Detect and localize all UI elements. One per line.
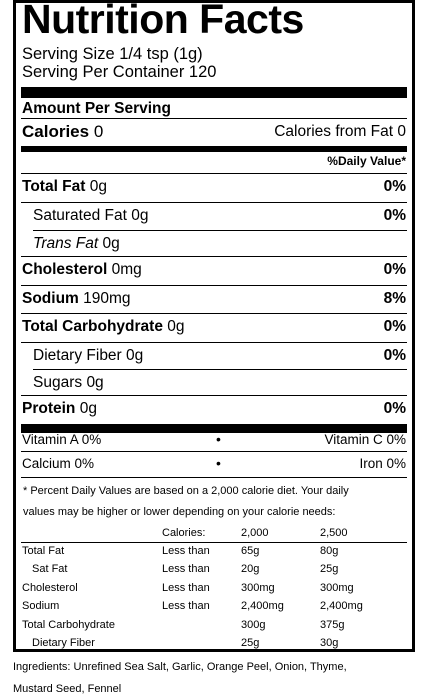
- nutrient-amount: 0g: [79, 400, 97, 417]
- amount-per-serving: Amount Per Serving: [22, 100, 171, 117]
- nutrient-dv: 0%: [383, 400, 406, 417]
- dv-table-qualifier: Less than: [162, 582, 210, 594]
- dv-table-value: 80g: [320, 545, 339, 557]
- servings-per-container: Serving Per Container 120: [22, 63, 217, 81]
- dv-table-value: 300mg: [320, 582, 354, 594]
- dv-table-value: 20g: [241, 563, 260, 575]
- footnote-line: values may be higher or lower depending …: [23, 506, 336, 518]
- divider: [21, 477, 407, 478]
- divider: [33, 369, 407, 370]
- nutrient-amount: 0g: [102, 235, 120, 252]
- nutrient-label: Sodium: [22, 290, 79, 307]
- nutrient-amount: 0g: [89, 178, 107, 195]
- bullet: •: [216, 455, 221, 471]
- nutrient-dv: 0%: [383, 318, 406, 335]
- divider: [21, 285, 407, 286]
- divider: [21, 451, 407, 452]
- nutrient-row-total-carbohydrate: Total Carbohydrate 0g 0%: [21, 314, 407, 341]
- vitamin-row: Vitamin A 0% • Vitamin C 0%: [21, 428, 407, 455]
- label-title: Nutrition Facts: [22, 0, 304, 42]
- dv-table-value: 30g: [320, 637, 339, 649]
- nutrient-label: Total Fat: [22, 178, 86, 195]
- divider: [33, 230, 407, 231]
- dv-table-header: Calories:: [162, 527, 206, 539]
- nutrient-dv: 0%: [383, 347, 406, 364]
- nutrient-label: Trans Fat: [33, 235, 99, 252]
- nutrient-dv: 0%: [383, 207, 406, 224]
- nutrient-label: Dietary Fiber: [33, 347, 122, 364]
- calories-from-fat: Calories from Fat 0: [274, 123, 406, 140]
- vitamin-left: Calcium 0%: [22, 456, 95, 471]
- nutrient-dv: 0%: [383, 261, 406, 278]
- nutrient-dv: 8%: [383, 290, 406, 307]
- nutrient-amount: 0g: [126, 347, 144, 364]
- dv-table-header: 2,500: [320, 527, 348, 539]
- nutrient-row-sodium: Sodium 190mg 8%: [21, 286, 407, 313]
- nutrient-amount: 190mg: [83, 290, 131, 307]
- nutrient-amount: 0g: [131, 207, 149, 224]
- dv-table-qualifier: Less than: [162, 563, 210, 575]
- nutrient-row-sugars: Sugars 0g: [21, 370, 407, 397]
- vitamin-right: Iron 0%: [359, 456, 406, 471]
- dv-table-qualifier: Less than: [162, 600, 210, 612]
- serving-size: Serving Size 1/4 tsp (1g): [22, 45, 203, 63]
- nutrient-row-cholesterol: Cholesterol 0mg 0%: [21, 257, 407, 284]
- nutrient-row-trans-fat: Trans Fat 0g: [21, 231, 407, 258]
- divider: [21, 395, 407, 396]
- ingredients-line: Ingredients: Unrefined Sea Salt, Garlic,…: [13, 661, 347, 673]
- nutrient-row-saturated-fat: Saturated Fat 0g 0%: [21, 203, 407, 230]
- nutrition-facts-label: Nutrition Facts Serving Size 1/4 tsp (1g…: [13, 0, 415, 652]
- nutrient-label: Sugars: [33, 374, 83, 391]
- nutrient-amount: 0g: [86, 374, 104, 391]
- divider: [21, 202, 407, 203]
- nutrient-label: Protein: [22, 400, 76, 417]
- vitamin-row: Calcium 0% • Iron 0%: [21, 452, 407, 479]
- nutrient-row-protein: Protein 0g 0%: [21, 396, 407, 423]
- dv-table-value: 65g: [241, 545, 260, 557]
- dv-table-header: 2,000: [241, 527, 269, 539]
- nutrient-row-total-fat: Total Fat 0g 0%: [21, 174, 407, 201]
- thick-divider: [21, 87, 407, 98]
- medium-divider: [21, 146, 407, 152]
- divider: [21, 313, 407, 314]
- divider: [21, 118, 407, 119]
- nutrient-amount: 0mg: [111, 261, 142, 278]
- dv-table-nutrient: Sat Fat: [32, 563, 68, 575]
- divider: [21, 256, 407, 257]
- nutrient-label: Total Carbohydrate: [22, 318, 163, 335]
- dv-table-nutrient: Sodium: [22, 600, 60, 612]
- thick-divider: [21, 424, 407, 433]
- daily-value-header: %Daily Value*: [327, 154, 406, 168]
- dv-table-nutrient: Total Carbohydrate: [22, 619, 115, 631]
- dv-table-nutrient: Total Fat: [22, 545, 65, 557]
- dv-table-value: 2,400mg: [241, 600, 284, 612]
- ingredients: Ingredients: Unrefined Sea Salt, Garlic,…: [13, 656, 413, 700]
- vitamin-left: Vitamin A 0%: [22, 432, 102, 447]
- divider: [21, 173, 407, 174]
- nutrient-row-dietary-fiber: Dietary Fiber 0g 0%: [21, 343, 407, 370]
- vitamin-right: Vitamin C 0%: [324, 432, 406, 447]
- footnote-line: * Percent Daily Values are based on a 2,…: [23, 485, 349, 497]
- calories-label: Calories: [22, 122, 90, 141]
- dv-table-qualifier: Less than: [162, 545, 210, 557]
- calories-row: Calories 0 Calories from Fat 0: [21, 119, 407, 146]
- nutrient-amount: 0g: [167, 318, 185, 335]
- dv-table-value: 300mg: [241, 582, 275, 594]
- divider: [21, 542, 407, 543]
- bullet: •: [216, 431, 221, 447]
- dv-table-value: 375g: [320, 619, 345, 631]
- dv-table-nutrient: Cholesterol: [22, 582, 78, 594]
- dv-table-value: 25g: [241, 637, 260, 649]
- nutrient-dv: 0%: [383, 178, 406, 195]
- divider: [21, 342, 407, 343]
- dv-table-value: 300g: [241, 619, 266, 631]
- ingredients-line: Mustard Seed, Fennel: [13, 683, 122, 695]
- nutrient-label: Saturated Fat: [33, 207, 127, 224]
- dv-table-value: 2,400mg: [320, 600, 363, 612]
- nutrient-label: Cholesterol: [22, 261, 108, 278]
- calories-value: 0: [93, 122, 104, 141]
- dv-table-value: 25g: [320, 563, 339, 575]
- dv-table-nutrient: Dietary Fiber: [32, 637, 95, 649]
